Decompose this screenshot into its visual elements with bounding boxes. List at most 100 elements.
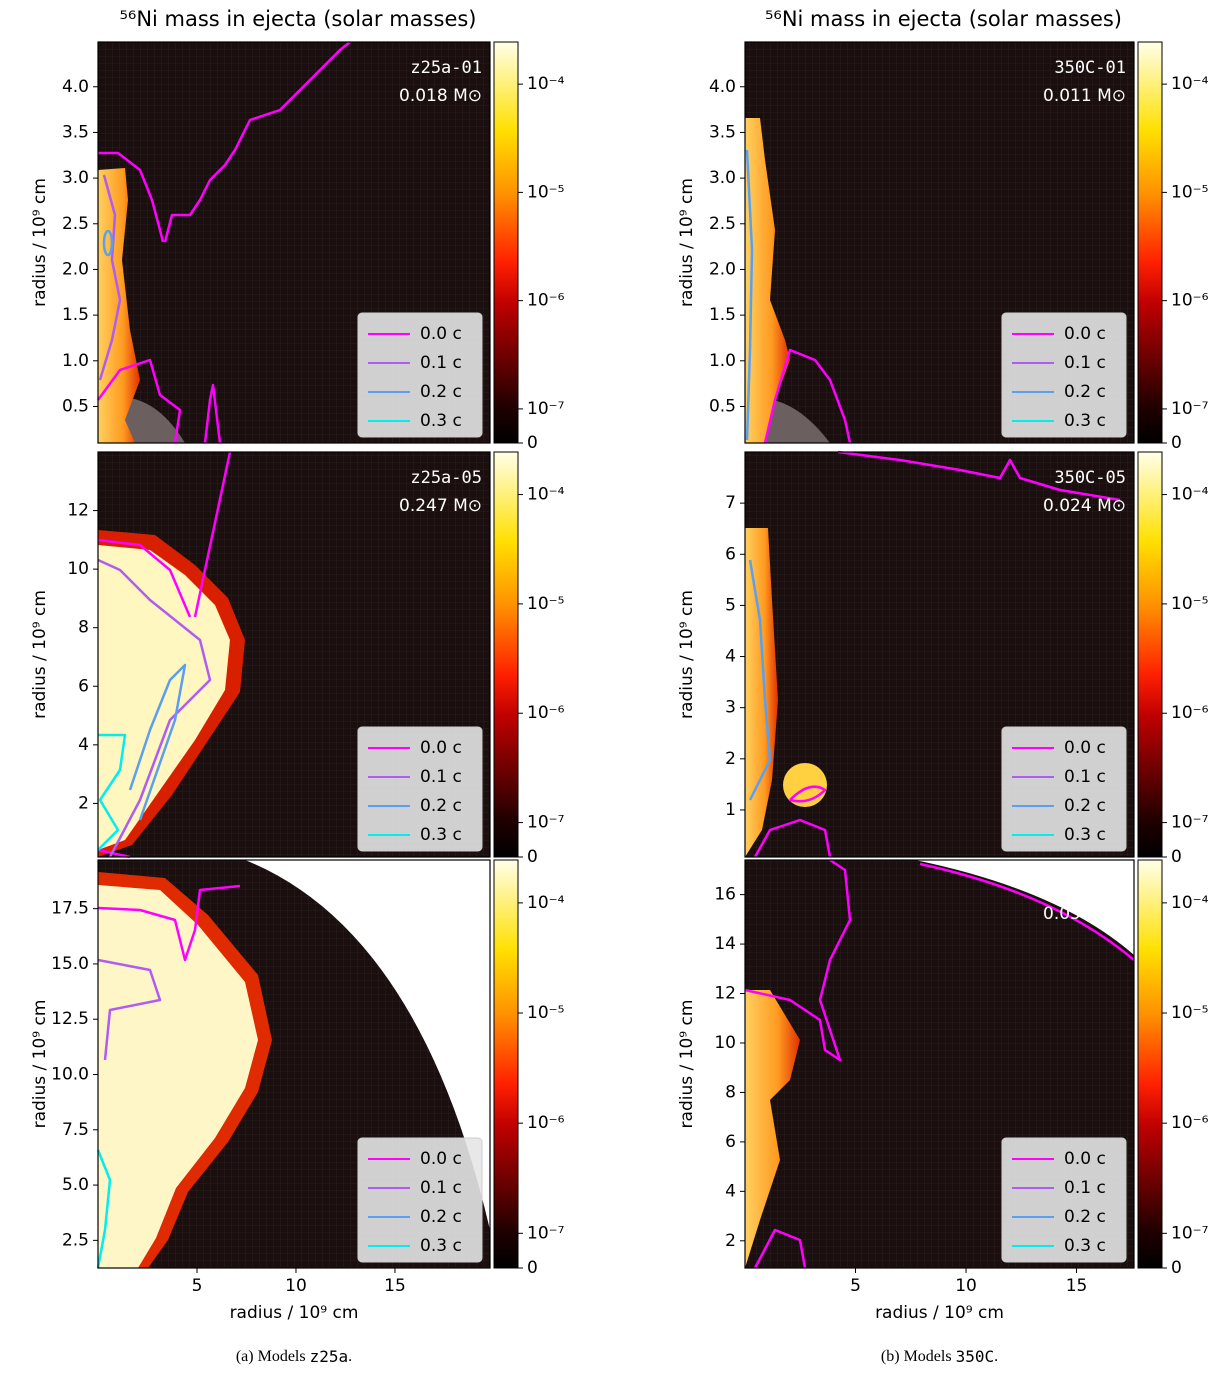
- legend-label: 0.0 c: [420, 738, 462, 758]
- y-tick-label: 6: [725, 1132, 736, 1152]
- plot-frame: [744, 41, 1135, 444]
- plot-frame: [744, 451, 1135, 858]
- y-tick-label: 12.5: [51, 1009, 89, 1029]
- x-tick-label: 15: [384, 1276, 406, 1296]
- y-tick-label: 3.5: [709, 122, 736, 142]
- legend-label: 0.1 c: [420, 767, 462, 787]
- model-name: 350C-05: [1054, 468, 1126, 488]
- legend-label: 0.1 c: [1064, 1178, 1106, 1198]
- model-mass: 0.018 M⊙: [399, 86, 482, 106]
- colorbar-tick-label: 0: [1171, 1258, 1182, 1278]
- caption-part: z25a: [310, 1347, 349, 1366]
- y-tick-label: 3.0: [62, 168, 89, 188]
- y-tick-label: 3: [725, 698, 736, 718]
- colorbar: [493, 41, 519, 444]
- x-tick-label: 15: [1066, 1276, 1088, 1296]
- model-name: 350C-01: [1054, 58, 1126, 78]
- legend-label: 0.0 c: [420, 324, 462, 344]
- x-tick-label: 10: [955, 1276, 977, 1296]
- y-tick-label: 4: [725, 647, 736, 667]
- caption-part: (b) Models: [881, 1348, 956, 1365]
- legend-label: 0.0 c: [1064, 738, 1106, 758]
- colorbar-tick-label: 10⁻⁶: [1171, 291, 1209, 311]
- colorbar-tick-label: 10⁻⁶: [527, 703, 565, 723]
- y-tick-label: 2.0: [709, 259, 736, 279]
- colorbar-tick-label: 0: [527, 433, 538, 453]
- colorbar-tick-label: 0: [527, 847, 538, 867]
- colorbar-tick-label: 10⁻⁵: [1171, 1003, 1208, 1023]
- y-tick-label: 2: [78, 793, 89, 813]
- figure-title: ⁵⁶Ni mass in ejecta (solar masses): [765, 7, 1122, 31]
- colorbar-tick-label: 10⁻⁵: [527, 594, 564, 614]
- y-tick-label: 8: [725, 1082, 736, 1102]
- colorbar-tick-label: 10⁻⁷: [1171, 1223, 1209, 1243]
- x-tick-label: 5: [192, 1276, 203, 1296]
- contours: [96, 884, 241, 1269]
- y-tick-label: 1.5: [709, 305, 736, 325]
- colorbar-tick-label: 10⁻⁴: [527, 74, 565, 94]
- legend-label: 0.0 c: [1064, 324, 1106, 344]
- x-axis-label: radius / 10⁹ cm: [875, 1303, 1004, 1323]
- legend-label: 0.3 c: [420, 1236, 462, 1256]
- y-tick-label: 4.0: [709, 77, 736, 97]
- colorbar-tick-label: 10⁻⁷: [527, 399, 565, 419]
- colorbar-tick-label: 10⁻⁴: [1171, 893, 1209, 913]
- legend-box: [357, 1137, 483, 1263]
- colorbar: [493, 859, 519, 1269]
- colorbar-tick-label: 10⁻⁶: [1171, 1113, 1209, 1133]
- model-name: z25a-10: [410, 876, 482, 896]
- caption-part: (a) Models: [236, 1348, 310, 1365]
- colorbar-tick-label: 10⁻⁶: [527, 1113, 565, 1133]
- legend-label: 0.3 c: [420, 825, 462, 845]
- nickel-blob: [98, 885, 258, 1268]
- colorbar-tick-label: 10⁻⁶: [527, 291, 565, 311]
- model-mass: 0.024 M⊙: [1043, 496, 1126, 516]
- y-tick-label: 1.5: [62, 305, 89, 325]
- legend-label: 0.1 c: [1064, 353, 1106, 373]
- y-tick-label: 12: [714, 984, 736, 1004]
- legend-label: 0.2 c: [420, 1207, 462, 1227]
- y-tick-label: 10: [714, 1033, 736, 1053]
- y-axis-label: radius / 10⁹ cm: [677, 1000, 697, 1129]
- legend-label: 0.3 c: [1064, 1236, 1106, 1256]
- y-tick-label: 2.5: [62, 214, 89, 234]
- outside-domain: [245, 860, 490, 1230]
- legend-label: 0.3 c: [1064, 825, 1106, 845]
- legend-label: 0.2 c: [1064, 382, 1106, 402]
- figure-title: ⁵⁶Ni mass in ejecta (solar masses): [119, 7, 476, 31]
- colorbar: [1137, 859, 1163, 1269]
- colorbar-tick-label: 10⁻⁵: [527, 182, 564, 202]
- plot-frame: [744, 859, 1135, 1269]
- y-tick-label: 0.5: [62, 396, 89, 416]
- y-axis-label: radius / 10⁹ cm: [30, 178, 50, 307]
- colorbar-tick-label: 10⁻⁵: [527, 1003, 564, 1023]
- caption-part: .: [994, 1348, 998, 1365]
- y-axis-label: radius / 10⁹ cm: [677, 178, 697, 307]
- field-art: [96, 41, 1135, 1269]
- colorbar-tick-label: 10⁻⁷: [527, 813, 565, 833]
- legend-label: 0.1 c: [420, 353, 462, 373]
- y-tick-label: 2: [725, 749, 736, 769]
- y-axis-label: radius / 10⁹ cm: [30, 590, 50, 719]
- model-mass: 0.058 M⊙: [1043, 904, 1126, 924]
- colorbar-tick-label: 10⁻⁴: [527, 485, 565, 505]
- model-name: z25a-01: [410, 58, 482, 78]
- contours: [748, 450, 1121, 858]
- y-tick-label: 6: [725, 544, 736, 564]
- legend-label: 0.2 c: [420, 382, 462, 402]
- colorbar-tick-label: 10⁻⁷: [1171, 813, 1209, 833]
- y-tick-label: 10: [67, 559, 89, 579]
- colorbar-tick-label: 0: [527, 1258, 538, 1278]
- legend-label: 0.2 c: [1064, 796, 1106, 816]
- y-tick-label: 14: [714, 934, 736, 954]
- colorbar: [1137, 451, 1163, 858]
- y-axis-label: radius / 10⁹ cm: [30, 1000, 50, 1129]
- legend-label: 0.2 c: [1064, 1207, 1106, 1227]
- y-tick-label: 7.5: [62, 1120, 89, 1140]
- y-tick-label: 3.0: [709, 168, 736, 188]
- legend-box: [357, 726, 483, 852]
- model-name: 350C-10: [1054, 876, 1126, 896]
- y-tick-label: 0.5: [709, 396, 736, 416]
- contours: [744, 858, 1135, 1269]
- colorbar-tick-label: 10⁻⁶: [1171, 703, 1209, 723]
